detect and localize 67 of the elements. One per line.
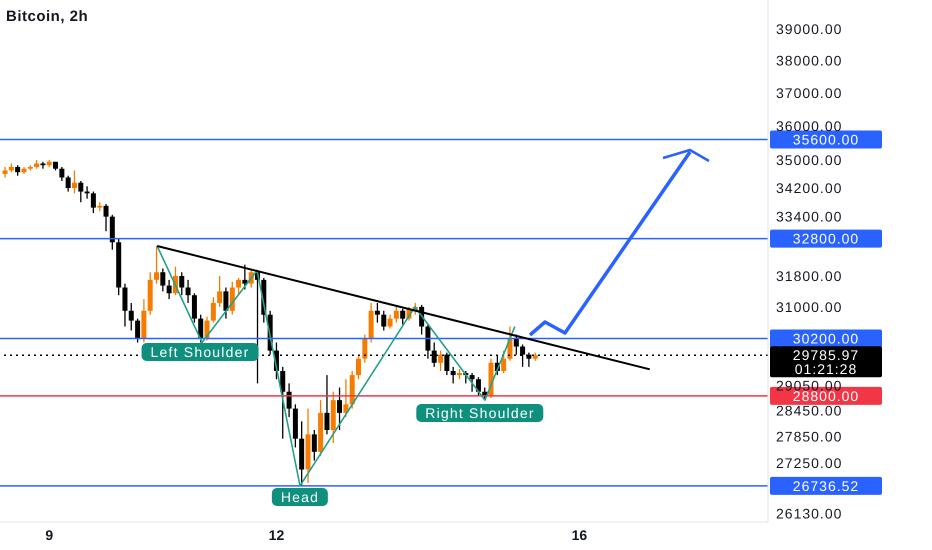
candlestick (230, 281, 235, 316)
candlestick (66, 175, 71, 192)
annotation: Right Shoulder (416, 404, 544, 422)
y-tick-label: 36000.00 (776, 118, 842, 134)
candlestick (286, 382, 292, 418)
candlestick (470, 372, 475, 392)
y-tick-label: 35000.00 (776, 152, 842, 168)
x-tick-label: 12 (268, 526, 284, 543)
text: Bitcoin, 2h (6, 8, 88, 25)
y-tick-label: 27850.00 (776, 428, 842, 444)
candlestick (457, 368, 462, 380)
candlestick (362, 334, 368, 364)
candlestick (438, 350, 444, 372)
candlestick (104, 203, 109, 232)
y-tick-label: 31000.00 (776, 298, 842, 315)
y-tick-label: 39000.00 (776, 21, 842, 38)
candlestick (223, 286, 228, 320)
annotation: Head (272, 488, 328, 506)
candlestick (381, 310, 386, 332)
y-tick-label: 33400.00 (776, 208, 842, 225)
y-tick-label: 37000.00 (776, 84, 842, 101)
y-tick-label: 31800.00 (776, 268, 842, 284)
candlestick (324, 374, 330, 435)
candlestick (122, 283, 128, 328)
candlestick (160, 268, 166, 292)
candlestick (394, 306, 399, 324)
candlestick (450, 366, 456, 384)
candlestick (166, 279, 172, 300)
candlestick (198, 314, 204, 344)
candlestick (2, 166, 8, 178)
y-tick-label: 38000.00 (776, 52, 842, 69)
candlestick (501, 350, 506, 374)
annotation: Left Shoulder (142, 343, 258, 361)
ref-line-label: 32800.00 (792, 230, 860, 247)
candlestick (312, 429, 317, 462)
candlestick (210, 296, 216, 324)
x-tick-label: 9 (45, 526, 54, 543)
ref-line-label: 26736.52 (792, 478, 860, 494)
candlestick (186, 279, 191, 304)
candlestick (192, 292, 197, 324)
candlestick (72, 170, 77, 194)
y-tick-label: 34200.00 (776, 180, 842, 196)
candlestick (90, 190, 96, 214)
candlestick (400, 308, 406, 326)
candlestick (388, 314, 393, 330)
candlestick (476, 376, 481, 397)
candlestick (84, 186, 90, 200)
ref-line-label: 35600.00 (792, 131, 860, 148)
candlestick (356, 354, 361, 380)
candlestick (59, 166, 64, 182)
candlestick (78, 180, 84, 203)
candlestick (217, 275, 222, 308)
candlestick (15, 164, 20, 176)
candlestick (154, 245, 160, 284)
y-tick-label: 27250.00 (776, 454, 842, 471)
ref-line-label: 29785.97 (792, 347, 860, 364)
candlestick (128, 302, 134, 332)
candlestick (337, 386, 342, 431)
ref-line-label: 30200.00 (792, 330, 860, 346)
candlestick (135, 318, 140, 344)
candlestick (179, 272, 184, 296)
candlestick (236, 277, 242, 296)
candlestick (374, 302, 380, 324)
y-tick-label: 28450.00 (776, 402, 842, 419)
text: 01:21:28 (794, 361, 858, 378)
x-tick-label: 16 (572, 526, 588, 543)
y-tick-label: 26130.00 (776, 506, 842, 522)
